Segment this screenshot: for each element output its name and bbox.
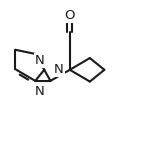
Text: O: O <box>65 9 75 22</box>
Text: N: N <box>35 85 44 98</box>
Text: N: N <box>54 63 64 76</box>
Text: N: N <box>35 54 44 67</box>
